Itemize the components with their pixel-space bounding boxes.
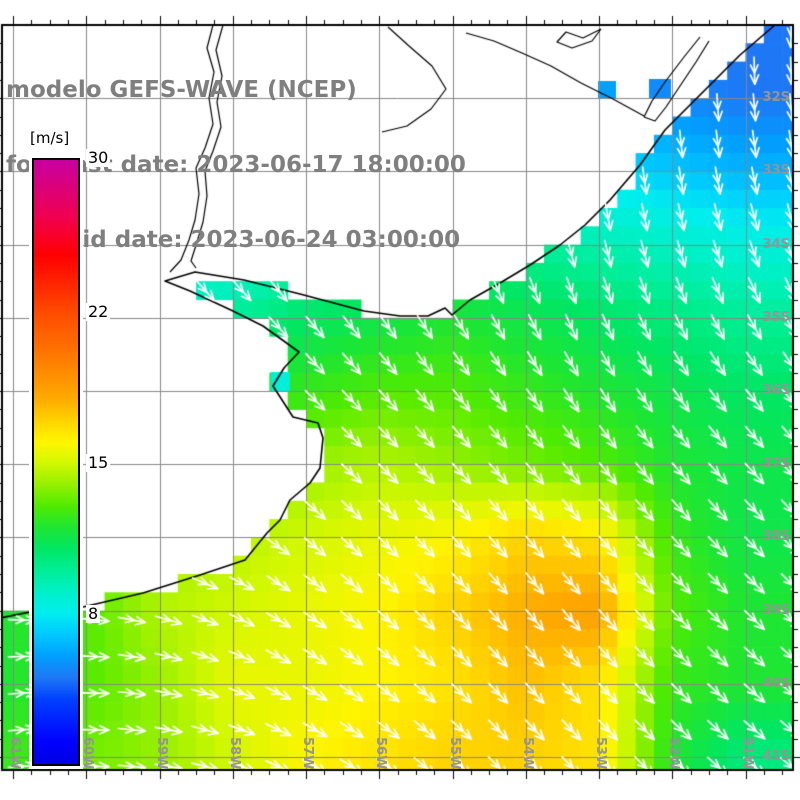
longitude-label: 54W bbox=[519, 737, 535, 770]
longitude-label: 60W bbox=[80, 737, 96, 770]
longitude-label: 58W bbox=[226, 737, 242, 770]
colorbar-unit-label: [m/s] bbox=[30, 129, 70, 147]
latitude-label: 37S bbox=[762, 456, 790, 472]
longitude-label: 59W bbox=[153, 737, 169, 770]
model-title: modelo GEFS-WAVE (NCEP) bbox=[6, 77, 357, 103]
colorbar-tick-label: 8 bbox=[86, 604, 101, 623]
latitude-label: 40S bbox=[762, 675, 790, 691]
colorbar-tick-label: 30 bbox=[86, 148, 111, 167]
latitude-label: 34S bbox=[762, 236, 790, 252]
latitude-label: 33S bbox=[762, 163, 790, 179]
latitude-label: 39S bbox=[762, 602, 790, 618]
latitude-label: 41S bbox=[762, 749, 790, 764]
longitude-label: 51W bbox=[739, 737, 755, 770]
latitude-label: 38S bbox=[762, 529, 790, 545]
longitude-label: 56W bbox=[373, 737, 389, 770]
longitude-label: 52W bbox=[666, 737, 682, 770]
longitude-label: 55W bbox=[446, 737, 462, 770]
latitude-label: 35S bbox=[762, 309, 790, 325]
latitude-label: 32S bbox=[762, 90, 790, 106]
colorbar-tick-label: 15 bbox=[86, 453, 111, 472]
longitude-label: 61W bbox=[7, 737, 22, 770]
longitude-label: 57W bbox=[300, 737, 315, 770]
colorbar-gradient bbox=[32, 158, 80, 766]
colorbar-tick-label: 22 bbox=[86, 302, 111, 321]
latitude-label: 36S bbox=[762, 383, 790, 398]
longitude-label: 53W bbox=[593, 737, 608, 770]
